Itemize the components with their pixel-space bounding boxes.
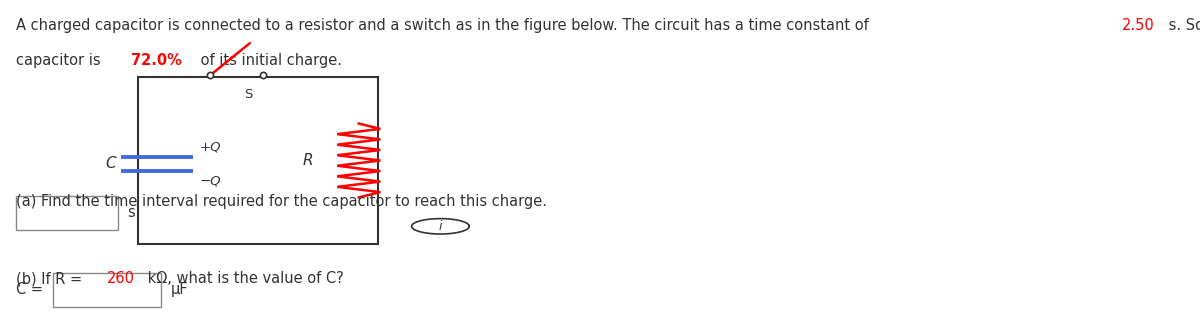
Text: 2.50: 2.50 [1122, 18, 1154, 33]
Text: capacitor is: capacitor is [16, 53, 104, 68]
Text: 72.0%: 72.0% [131, 53, 181, 68]
Text: i: i [439, 220, 442, 233]
Text: kΩ, what is the value of C?: kΩ, what is the value of C? [143, 271, 343, 286]
Text: R: R [302, 153, 313, 168]
Text: s: s [127, 205, 134, 220]
Text: of its initial charge.: of its initial charge. [197, 53, 342, 68]
Text: A charged capacitor is connected to a resistor and a switch as in the figure bel: A charged capacitor is connected to a re… [16, 18, 872, 33]
Bar [53, 273, 161, 307]
Text: C =: C = [16, 282, 43, 297]
Text: μF: μF [170, 282, 188, 297]
Text: s. Soon after the switch is closed, the charge on the: s. Soon after the switch is closed, the … [1164, 18, 1200, 33]
Text: −Q: −Q [199, 174, 221, 187]
Text: (a) Find the time interval required for the capacitor to reach this charge.: (a) Find the time interval required for … [16, 194, 547, 209]
Text: C: C [106, 156, 116, 171]
Text: (b) If R =: (b) If R = [16, 271, 86, 286]
Text: +Q: +Q [199, 141, 221, 153]
Bar [138, 77, 378, 244]
Text: S: S [245, 88, 252, 101]
Bar [16, 196, 118, 230]
Text: 260: 260 [107, 271, 134, 286]
